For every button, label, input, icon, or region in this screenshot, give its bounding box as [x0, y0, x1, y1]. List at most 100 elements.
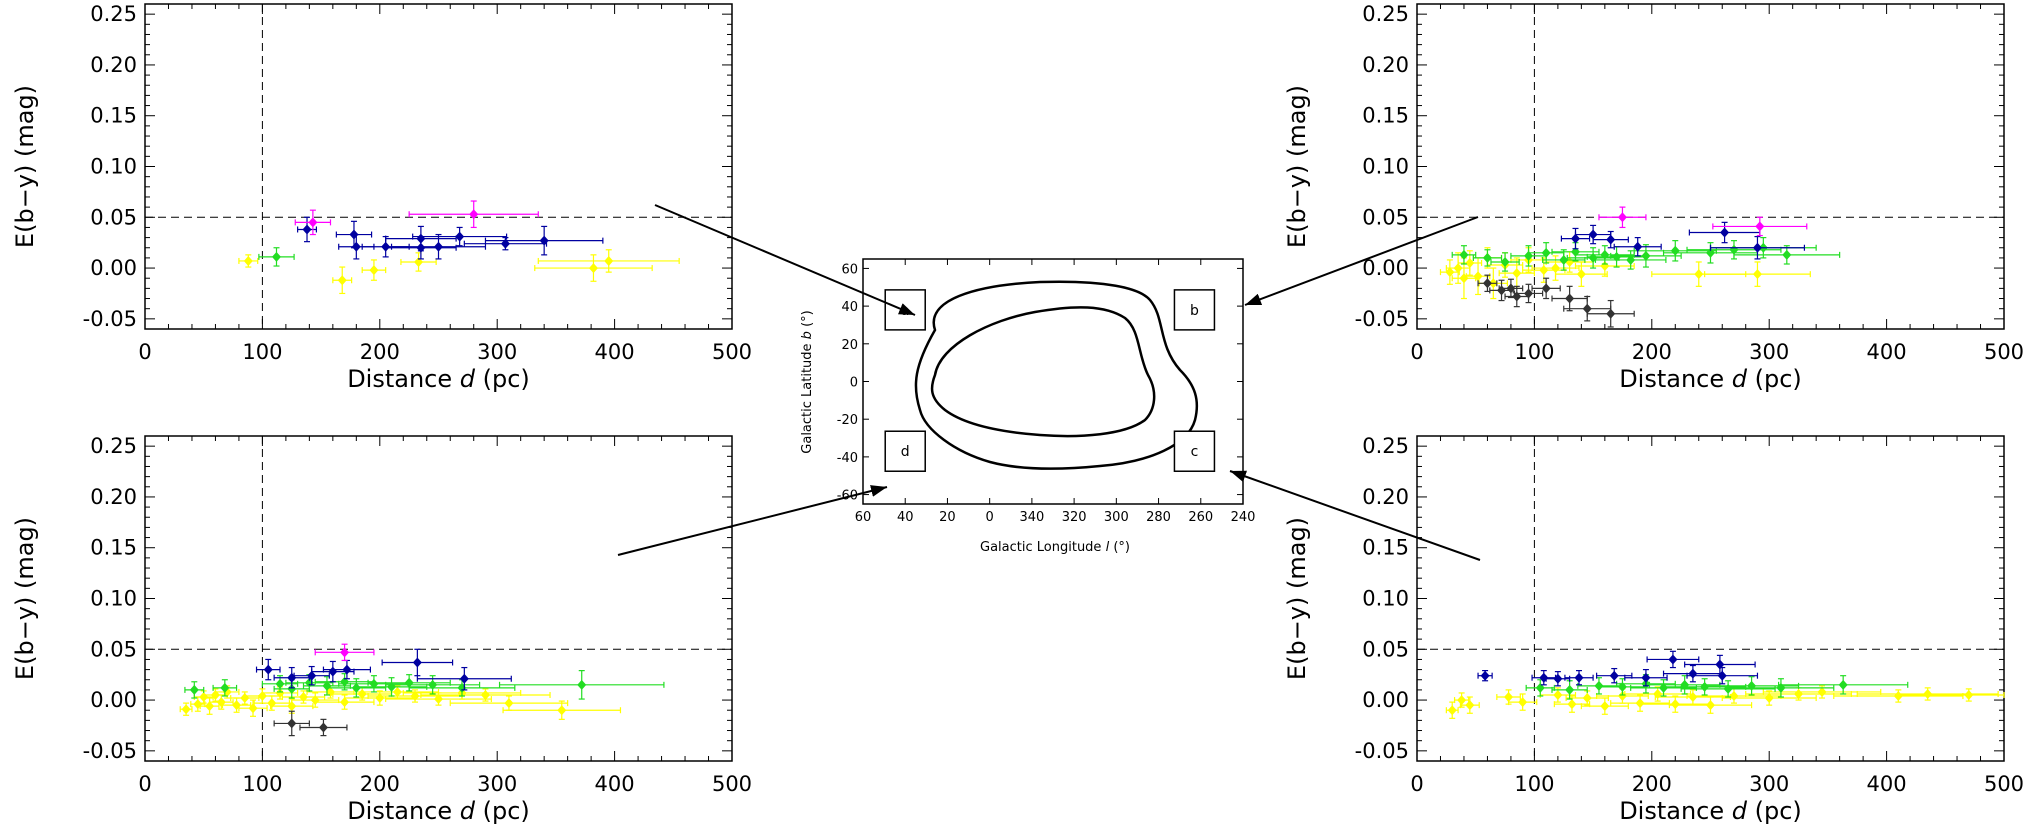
data-marker — [342, 664, 352, 675]
data-marker — [588, 263, 598, 274]
data-point — [255, 658, 281, 681]
y-tick-label: 0.25 — [1362, 2, 1409, 26]
data-point — [355, 685, 440, 699]
data-point — [1498, 278, 1524, 299]
data-marker — [557, 705, 567, 716]
x-tick-label: 200 — [360, 772, 400, 796]
data-marker — [480, 689, 490, 700]
data-marker — [1688, 668, 1698, 679]
region-box-frame — [1173, 289, 1216, 331]
region-box-c: c — [1173, 430, 1216, 472]
data-marker — [434, 694, 443, 705]
map-inner-contour — [930, 306, 1156, 438]
data-marker — [1755, 221, 1765, 232]
data-marker — [412, 657, 422, 668]
x-axis-title: Distance d (pc) — [347, 797, 530, 825]
data-marker — [318, 722, 328, 733]
data-marker — [1964, 689, 1974, 700]
data-point — [1439, 259, 1460, 285]
data-point — [184, 681, 205, 699]
y-tick-label: 0.15 — [90, 536, 137, 560]
data-marker — [1626, 254, 1636, 265]
y-tick-label: 0.00 — [90, 256, 137, 280]
data-marker — [205, 701, 215, 712]
arrow-c — [1229, 470, 1481, 561]
y-tick-label: 0.15 — [90, 104, 137, 128]
data-point — [1688, 221, 1761, 244]
y-tick-label: 0.25 — [90, 2, 137, 26]
data-point — [1496, 689, 1521, 705]
data-point — [1477, 670, 1493, 682]
data-marker — [1504, 692, 1514, 703]
data-point — [408, 200, 539, 229]
data-marker — [1445, 267, 1455, 278]
data-marker — [275, 678, 285, 689]
x-tick-label: 300 — [477, 772, 517, 796]
data-marker — [1541, 283, 1551, 294]
map-x-tick-label: 260 — [1188, 510, 1213, 525]
data-point — [1668, 696, 1753, 714]
y-tick-label: 0.05 — [1362, 205, 1409, 229]
data-marker — [1606, 234, 1616, 245]
data-marker — [1480, 670, 1490, 681]
data-point — [420, 688, 551, 702]
x-tick-label: 100 — [242, 772, 282, 796]
y-tick-label: 0.20 — [1362, 485, 1409, 509]
y-tick-label: 0.10 — [1362, 155, 1409, 179]
data-marker — [271, 251, 281, 262]
data-point — [449, 695, 569, 711]
region-box-frame — [884, 430, 926, 472]
data-marker — [1923, 688, 1933, 699]
plot-frame — [144, 3, 733, 330]
data-point — [1646, 650, 1700, 669]
map-ylabel: Galactic Latitude b (°) — [800, 310, 815, 453]
data-marker — [1600, 701, 1610, 712]
map-xlabel: Galactic Longitude l (°) — [980, 540, 1130, 555]
data-marker — [1541, 247, 1551, 258]
map-x-tick-label: 320 — [1062, 510, 1087, 525]
data-point — [238, 699, 268, 717]
data-point — [390, 233, 487, 260]
data-point — [1856, 687, 1999, 701]
data-marker — [1782, 249, 1792, 260]
data-marker — [287, 683, 297, 694]
data-marker — [1694, 269, 1704, 280]
data-point — [1453, 692, 1470, 708]
data-point — [238, 254, 259, 268]
y-tick-label: 0.05 — [90, 205, 137, 229]
data-marker — [577, 679, 587, 690]
y-tick-label: -0.05 — [1355, 739, 1409, 763]
data-point — [1897, 688, 2005, 702]
data-marker — [1500, 256, 1510, 267]
map-y-tick-label: 0 — [850, 376, 858, 391]
data-marker — [1553, 689, 1563, 700]
panel-a-plot: 0 100 200 300 400 500 -0.05 0.00 0.05 0.10 0.15 0.2… — [11, 2, 752, 393]
data-marker — [1838, 679, 1848, 690]
arrow-d — [617, 485, 888, 556]
map-y-tick-label: -40 — [837, 451, 858, 466]
data-marker — [1567, 699, 1577, 710]
x-axis-title: Distance d (pc) — [1619, 365, 1802, 393]
data-point — [1531, 670, 1557, 686]
y-tick-label: 0.05 — [1362, 637, 1409, 661]
data-point — [1624, 668, 1668, 687]
arrow-b — [1244, 216, 1479, 306]
data-marker — [1453, 263, 1463, 274]
data-point — [212, 679, 238, 697]
data-point — [1610, 244, 1682, 268]
connector-arrows — [617, 204, 1481, 561]
data-marker — [220, 682, 230, 693]
data-point — [1451, 245, 1477, 265]
data-point — [1586, 299, 1635, 328]
x-tick-label: 100 — [1514, 772, 1554, 796]
data-point — [1686, 666, 1759, 685]
y-axis-title: E(b−y) (mag) — [11, 517, 39, 680]
data-marker — [1764, 693, 1774, 704]
data-marker — [1447, 705, 1457, 716]
data-point — [1477, 274, 1498, 293]
x-tick-label: 0 — [1410, 772, 1423, 796]
x-tick-label: 300 — [477, 340, 517, 364]
map-y-tick-label: -20 — [837, 413, 858, 428]
data-marker — [1506, 283, 1516, 294]
map-x-tick-label: 0 — [986, 510, 994, 525]
